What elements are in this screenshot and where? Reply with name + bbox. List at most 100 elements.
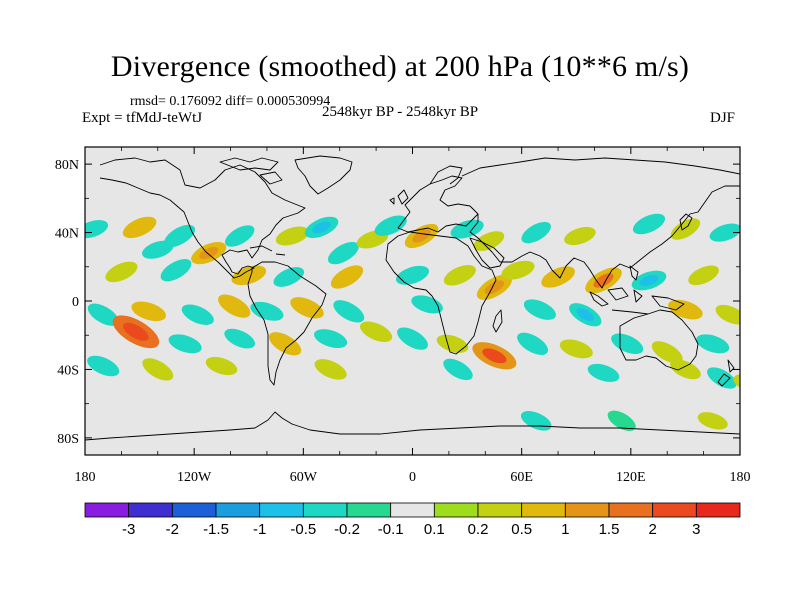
- lon-tick-label: 60W: [290, 470, 318, 485]
- lon-tick-label: 0: [409, 470, 416, 485]
- field-anomaly: [611, 333, 644, 355]
- field-anomaly: [224, 225, 255, 247]
- field-anomaly-core: [139, 305, 159, 317]
- field-anomaly: [327, 241, 359, 265]
- field-anomaly-core: [312, 221, 331, 234]
- field-anomaly-core: [484, 280, 505, 295]
- field-anomaly: [709, 223, 740, 242]
- field-anomaly: [374, 215, 407, 236]
- stats-label: rmsd= 0.176092 diff= 0.000530994: [130, 94, 331, 109]
- field-anomaly: [275, 226, 309, 246]
- coastline-madagascar: [492, 309, 503, 333]
- coastline-africa: [385, 231, 497, 355]
- field-anomaly-core: [123, 322, 149, 341]
- field-anomaly-core: [482, 348, 507, 364]
- field-anomaly: [105, 261, 138, 283]
- colorbar-label: -2: [166, 521, 179, 538]
- lat-tick-label: 40N: [55, 227, 79, 242]
- field-anomaly: [164, 224, 196, 248]
- coastline-north-america: [99, 157, 306, 279]
- field-anomaly: [559, 339, 593, 359]
- colorbar-swatch: [215, 502, 261, 518]
- colorbar-label: 1: [561, 521, 569, 538]
- field-anomaly: [142, 358, 174, 381]
- field-anomaly: [587, 363, 620, 382]
- colorbar-swatch: [433, 502, 479, 518]
- period-label: 2548kyr BP - 2548kyr BP: [322, 104, 479, 120]
- field-anomaly: [473, 231, 505, 251]
- lat-tick-label: 40S: [57, 363, 79, 378]
- field-anomaly: [168, 334, 202, 354]
- coastline-new-zealand: [717, 359, 735, 387]
- coastline-scandinavia: [429, 165, 463, 185]
- field-anomaly: [395, 265, 430, 285]
- coastline-maritime-continent: [589, 265, 685, 315]
- colorbar-swatch: [608, 502, 654, 518]
- colorbar: -3 -2 -1.5 -1 -0.5 -0.2 -0.1 0.1 0.2 0.5 1 1.5 2 3: [84, 502, 741, 538]
- field-anomaly: [87, 303, 119, 326]
- colorbar-swatch: [171, 502, 217, 518]
- divergence-field: [85, 213, 740, 432]
- colorbar-swatch: [521, 502, 566, 518]
- field-anomaly: [205, 356, 238, 376]
- coastline-greenland: [294, 155, 353, 195]
- field-anomaly-core: [276, 337, 294, 351]
- field-anomaly: [160, 259, 192, 282]
- field-anomaly-core: [548, 271, 568, 283]
- field-anomaly: [85, 220, 109, 239]
- lat-tick-label: 80N: [55, 158, 79, 173]
- colorbar-label: 2: [648, 521, 656, 538]
- field-anomaly-core: [412, 229, 431, 243]
- field-anomaly: [224, 328, 256, 349]
- coastline-japan: [679, 213, 693, 231]
- coastline-caribbean: [249, 245, 286, 256]
- colorbar-label: -0.5: [290, 521, 316, 538]
- lat-tick-label: 0: [72, 295, 79, 310]
- field-anomaly: [564, 226, 596, 246]
- field-anomaly: [632, 213, 666, 235]
- field-anomaly: [520, 410, 552, 431]
- colorbar-label: -1: [253, 521, 266, 538]
- colorbar-swatch: [652, 502, 697, 518]
- field-anomaly-core: [130, 221, 149, 234]
- map-axes: 80N 40N 0 40S 80S 180 120W 60W 0 60E 120E 180: [55, 147, 751, 485]
- coastline-australia: [619, 309, 699, 371]
- field-anomaly: [443, 265, 476, 286]
- coastline-british-isles: [389, 189, 409, 205]
- field-anomaly-core: [576, 308, 595, 322]
- colorbar-swatch: [128, 502, 173, 518]
- field-anomaly: [314, 329, 348, 349]
- field-anomaly-core: [225, 299, 244, 313]
- field-anomaly: [696, 334, 730, 354]
- field-anomaly: [436, 334, 469, 353]
- colorbar-swatch: [84, 502, 130, 518]
- lon-tick-label: 120E: [616, 470, 646, 485]
- field-anomaly: [314, 359, 347, 380]
- colorbar-label: 0.5: [511, 521, 532, 538]
- experiment-label: Expt = tfMdJ-teWtJ: [82, 110, 203, 126]
- field-anomaly: [273, 267, 305, 287]
- field-anomaly: [607, 410, 636, 432]
- lon-tick-label: 120W: [177, 470, 212, 485]
- field-anomaly: [411, 295, 443, 314]
- season-label: DJF: [710, 110, 736, 126]
- colorbar-swatch: [477, 502, 523, 518]
- field-anomaly: [651, 341, 683, 364]
- figure-title: Divergence (smoothed) at 200 hPa (10**6 …: [110, 50, 690, 83]
- field-anomaly: [333, 300, 365, 323]
- field-anomaly-core: [239, 269, 259, 281]
- field-anomaly: [443, 358, 473, 381]
- colorbar-swatch: [390, 502, 435, 518]
- field-anomaly: [250, 301, 284, 321]
- field-anomaly: [670, 359, 701, 380]
- field-anomaly: [715, 304, 740, 325]
- colorbar-swatch: [564, 502, 610, 518]
- colorbar-label: -3: [122, 521, 135, 538]
- field-anomaly: [707, 367, 737, 389]
- field-anomaly-core: [199, 247, 219, 260]
- coastline-arctic-islands: [219, 157, 283, 185]
- colorbar-label: -0.2: [334, 521, 360, 538]
- field-anomaly: [181, 304, 214, 325]
- coastline-arabia: [469, 237, 505, 269]
